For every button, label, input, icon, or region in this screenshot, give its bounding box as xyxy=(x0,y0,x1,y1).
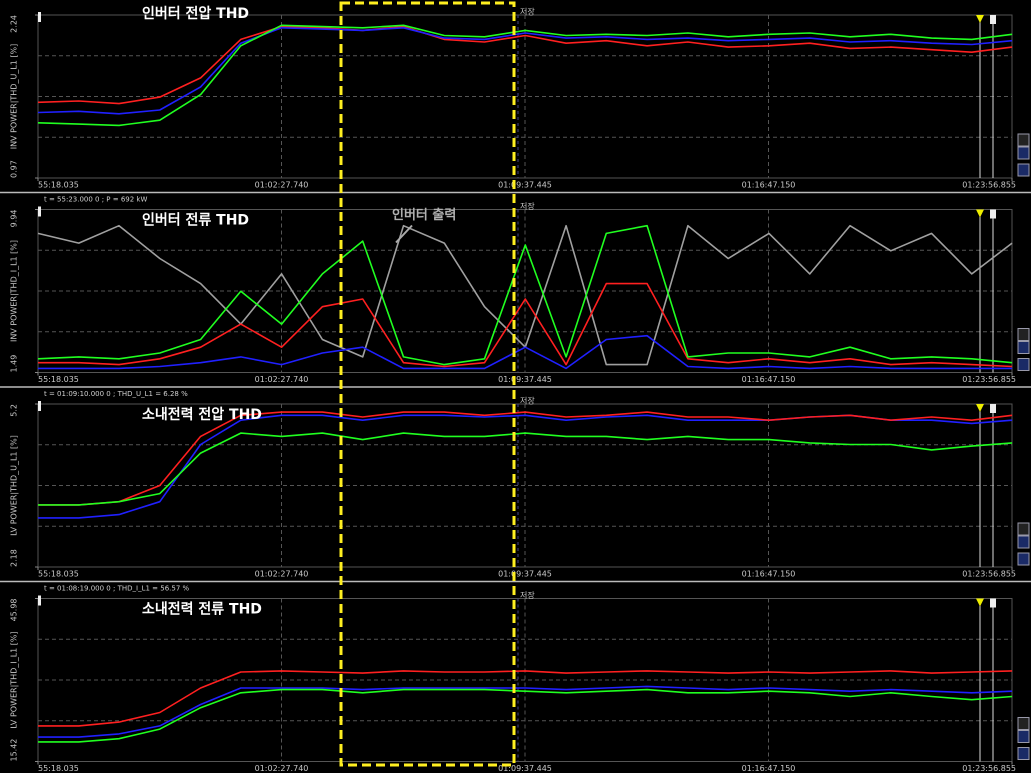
y-axis-labels: INV POWER|THD_U_L1 [%] 0.97 2.24 xyxy=(10,15,19,178)
y-axis-label: INV POWER|THD_I_L1 [%] xyxy=(10,240,19,342)
marker-label: 저장 xyxy=(520,7,535,17)
x-tick-label: 01:16:47.150 xyxy=(742,570,796,579)
x-tick-label: 55:18.035 xyxy=(38,181,79,190)
trace xyxy=(37,27,1013,115)
y-tick-label: 45.98 xyxy=(10,599,19,622)
y-tick-label: 5.2 xyxy=(10,404,19,417)
chart-title: 소내전력 전압 THD xyxy=(142,406,262,423)
x-tick-label: 55:18.035 xyxy=(38,570,79,579)
y-tick-label: 2.18 xyxy=(10,549,19,567)
x-tick-label: 01:23:56.855 xyxy=(962,570,1016,579)
trace xyxy=(38,688,1013,743)
chart-title: 인버터 전류 THD xyxy=(142,212,249,229)
marker-flag xyxy=(976,598,984,607)
x-tick-label: 55:18.035 xyxy=(38,764,79,773)
y-tick-label: 1.49 xyxy=(10,355,19,373)
button-zoom[interactable] xyxy=(1017,133,1030,147)
marker-flag xyxy=(990,404,996,413)
y-axis-labels: INV POWER|THD_I_L1 [%] 1.49 9.94 xyxy=(10,210,19,373)
button-zoom[interactable] xyxy=(1017,730,1030,743)
button-zoom[interactable] xyxy=(1017,358,1030,371)
trace xyxy=(38,411,1013,506)
y-tick-label: 2.24 xyxy=(10,15,19,33)
button-zoom[interactable] xyxy=(1017,747,1030,760)
x-tick-label: 01:16:47.150 xyxy=(742,375,796,384)
marker-flag xyxy=(990,15,996,24)
x-tick-label: 01:02:27.740 xyxy=(255,375,309,384)
y-tick-label: 15.42 xyxy=(10,739,19,762)
y-tick-label: 9.94 xyxy=(10,210,19,228)
chart-title: 인버터 전압 THD xyxy=(142,5,249,22)
marker-flag xyxy=(976,15,984,23)
button-zoom[interactable] xyxy=(1017,552,1030,566)
trace xyxy=(38,685,1013,738)
x-tick-label: 55:18.035 xyxy=(38,375,79,384)
marker-start xyxy=(38,12,41,22)
x-tick-label: 01:16:47.150 xyxy=(742,181,796,190)
trace xyxy=(38,282,1013,368)
cursor-readout: t = 01:08:19.000 0 ; THD_I_L1 = 56.57 % xyxy=(44,585,189,593)
highlight-box xyxy=(339,1,516,767)
button-zoom[interactable] xyxy=(1017,146,1030,160)
button-zoom[interactable] xyxy=(1017,535,1030,549)
button-zoom[interactable] xyxy=(1017,163,1030,177)
marker-start xyxy=(38,401,41,411)
button-zoom[interactable] xyxy=(1017,522,1030,536)
marker-label: 저장 xyxy=(520,201,535,211)
annotation: 인버터 출력 xyxy=(392,207,456,223)
x-tick-label: 01:16:47.150 xyxy=(742,764,796,773)
marker-label: 저장 xyxy=(520,396,535,406)
y-axis-label: LV POWER|THD_I_L1 [%] xyxy=(10,631,19,728)
marker-flag xyxy=(990,209,996,219)
x-tick-label: 01:09:37.445 xyxy=(498,375,552,384)
y-axis-labels: LV POWER|THD_I_L1 [%] 15.42 45.98 xyxy=(10,599,19,762)
cursor-readout: t = 01:09:10.000 0 ; THD_U_L1 = 6.28 % xyxy=(44,390,188,398)
y-axis-label: INV POWER|THD_U_L1 [%] xyxy=(10,44,19,150)
annotation-arrow xyxy=(395,224,413,244)
marker-label: 저장 xyxy=(520,590,535,600)
x-tick-label: 01:09:37.445 xyxy=(498,181,552,190)
button-zoom[interactable] xyxy=(1017,341,1030,354)
y-axis-label: LV POWER|THD_U_L1 [%] xyxy=(10,435,19,536)
button-zoom[interactable] xyxy=(1017,717,1030,730)
x-tick-label: 01:23:56.855 xyxy=(962,375,1016,384)
marker-flag xyxy=(990,598,996,608)
marker-start xyxy=(38,206,41,217)
x-tick-label: 01:09:37.445 xyxy=(498,570,552,579)
trace xyxy=(37,24,1013,127)
y-tick-label: 0.97 xyxy=(10,160,19,178)
trace xyxy=(37,25,1013,105)
trace xyxy=(38,670,1013,727)
chart-title: 소내전력 전류 THD xyxy=(142,601,262,618)
x-tick-label: 01:02:27.740 xyxy=(255,570,309,579)
marker-flag xyxy=(976,209,984,218)
cursor-readout: t = 55:23.000 0 ; P = 692 kW xyxy=(44,196,147,204)
y-axis-labels: LV POWER|THD_U_L1 [%] 2.18 5.2 xyxy=(10,404,19,567)
x-tick-label: 01:09:37.445 xyxy=(498,764,552,773)
x-tick-label: 01:02:27.740 xyxy=(255,764,309,773)
marker-start xyxy=(38,595,41,606)
x-tick-label: 01:23:56.855 xyxy=(962,181,1016,190)
trace xyxy=(38,334,1013,370)
marker-flag xyxy=(976,404,984,412)
x-tick-label: 01:23:56.855 xyxy=(962,764,1016,773)
trace xyxy=(38,432,1013,506)
button-zoom[interactable] xyxy=(1017,328,1030,341)
trace xyxy=(37,224,1013,366)
x-tick-label: 01:02:27.740 xyxy=(255,181,309,190)
